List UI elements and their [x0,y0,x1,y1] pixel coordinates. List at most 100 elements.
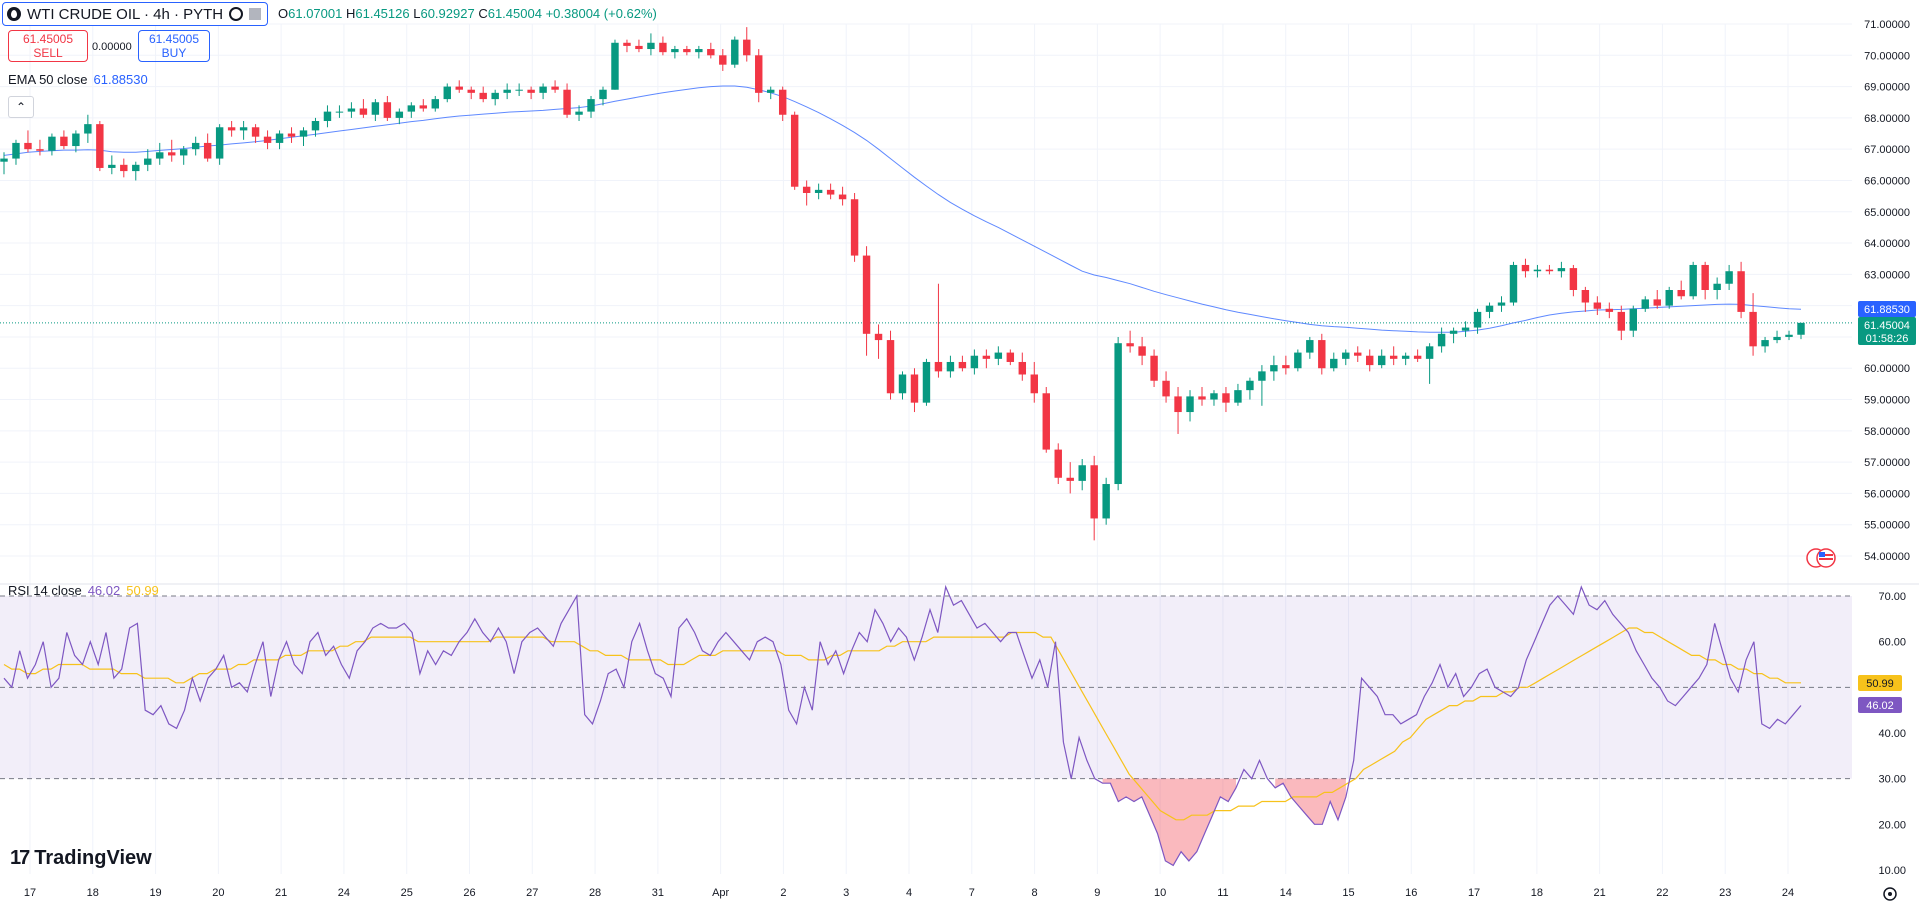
price-tags: 61.88530 61.45004 01:58:26 50.99 46.02 [1858,301,1916,713]
candle-body [743,39,751,56]
time-tick-label: 18 [87,887,99,899]
time-tick-label: 11 [1217,887,1228,899]
price-tick-label: 60.00000 [1864,363,1910,375]
time-tick-label: 18 [1531,887,1543,899]
chevron-up-icon[interactable]: ⌃ [8,96,34,118]
candle-body [1761,340,1769,347]
price-tick-label: 59.00000 [1864,395,1910,407]
candle-body [1246,380,1254,391]
close-label: C [478,6,488,21]
candle-body [156,152,164,159]
rsi-tick-label: 10.00 [1878,865,1906,877]
gear-icon[interactable] [1883,887,1897,901]
candle-body [1449,330,1458,334]
candle-body [1713,283,1721,290]
rsi-oversold-area [1275,778,1346,825]
candle-body [1210,393,1218,400]
candle-body [575,111,583,115]
rsi-tag-text: 46.02 [1866,700,1894,712]
spread-value: 0.00000 [92,41,132,53]
time-tick-label: Apr [712,887,729,899]
tradingview-logo[interactable]: 17 TradingView [10,847,152,870]
candle-body [1174,396,1182,413]
countdown-text: 01:58:26 [1866,333,1909,345]
price-axis: 71.00000 70.00000 69.00000 68.00000 67.00000… [1864,19,1910,563]
candle-body [335,111,344,113]
candle-body [1641,299,1649,309]
candle-body [1222,393,1230,403]
candle-body [683,49,691,53]
rsi-axis: 70.00 60.00 40.00 30.00 20.00 10.00 [1878,591,1906,877]
candle-body [1677,290,1685,297]
candle-body [1749,311,1757,347]
price-tick-label: 56.00000 [1864,488,1910,500]
buy-button[interactable]: 61.45005 BUY [138,30,210,62]
time-tick-label: 2 [780,887,786,899]
candle-body [419,105,428,109]
candle-body [1258,371,1266,381]
candle-body [1533,269,1542,272]
candle-body [1078,465,1086,481]
candle-body [1581,290,1590,303]
circle-icon[interactable] [229,7,244,21]
rsi-tag [1858,697,1902,713]
ema-price-tag [1858,301,1916,317]
high-value: 61.45126 [355,6,410,21]
candle-body [850,199,859,256]
candle-body [24,142,32,150]
candle-body [1306,340,1314,353]
candle-body [599,89,607,100]
candle-body [611,42,619,90]
time-tick-label: 21 [1594,887,1606,899]
candle-body [946,361,955,372]
candle-body [263,136,272,143]
candle-body [203,142,212,159]
sell-button[interactable]: 61.45005 SELL [8,30,88,62]
rsi-levels [0,595,1852,780]
candle-body [215,127,224,159]
ema-legend[interactable]: EMA 50 close 61.88530 [8,72,148,87]
candle-body [1473,311,1482,328]
candle-body [1006,352,1015,362]
candle-body [239,127,248,131]
rsi-legend-value: 46.02 [87,583,121,598]
candle-body [1773,336,1781,341]
sell-label: SELL [33,46,63,60]
low-value: 60.92927 [420,6,475,21]
candle-body [515,89,523,91]
candle-body [755,55,763,93]
candle-body [862,255,871,334]
ema-legend-value: 61.88530 [93,72,148,87]
candle-body [407,105,416,112]
time-tick-label: 31 [652,887,664,899]
price-tick-label: 71.00000 [1864,19,1910,31]
candle-body [443,86,451,100]
candle-body [814,189,823,193]
us-flag-icon[interactable] [1806,548,1838,568]
rsi-legend[interactable]: RSI 14 close 46.02 50.99 [8,583,159,598]
symbol-header[interactable]: WTI CRUDE OIL · 4h · PYTH [2,2,269,26]
time-tick-label: 27 [526,887,538,899]
candle-body [275,133,284,143]
candle-body [1102,484,1110,519]
candle-body [1330,358,1338,369]
time-tick-label: 19 [149,887,161,899]
candle-body [1354,352,1362,356]
candle-body [934,361,943,372]
ema-legend-label: EMA 50 close [8,72,88,87]
rsi-ma-tag-text: 50.99 [1866,678,1894,690]
flag-icon[interactable] [249,8,262,20]
candle-body [120,164,128,172]
candle-body [1342,352,1350,359]
rsi-ma-line [3,627,1801,821]
candle-body [179,149,188,156]
candle-body [1018,361,1027,375]
time-tick-label: 23 [1719,887,1731,899]
candle-body [1629,308,1637,331]
candle-body [467,89,475,93]
candle-body [359,108,368,115]
rsi-oversold-fill [1102,778,1346,866]
candle-body [767,89,775,93]
price-tick-label: 63.00000 [1864,269,1910,281]
